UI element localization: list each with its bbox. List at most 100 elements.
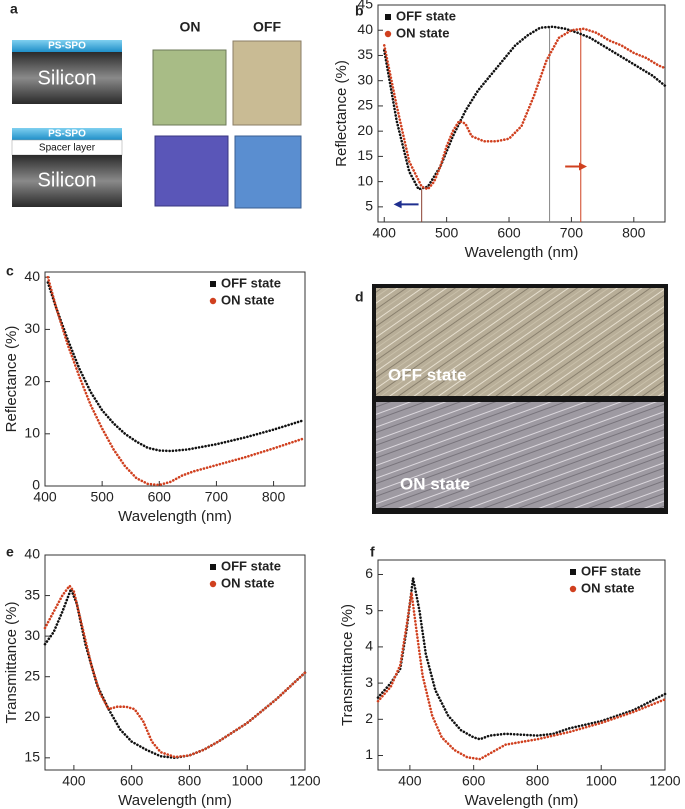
- legend-label: ON state: [396, 25, 449, 40]
- y-tick-label: 2: [365, 710, 373, 726]
- y-tick-label: 40: [24, 546, 40, 562]
- x-axis-title: Wavelength (nm): [465, 792, 579, 809]
- legend-label: OFF state: [581, 563, 641, 578]
- panel-label: c: [6, 263, 14, 279]
- layer-label: PS-SPO: [48, 129, 86, 140]
- arrow-head: [393, 200, 402, 209]
- legend-label: ON state: [221, 575, 274, 590]
- y-axis-title: Transmittance (%): [3, 602, 20, 724]
- x-tick-label: 400: [33, 489, 57, 505]
- x-tick-label: 800: [262, 489, 286, 505]
- column-label: OFF: [253, 19, 281, 35]
- x-tick-label: 500: [435, 225, 459, 241]
- data-line: [376, 577, 667, 741]
- panel-label: a: [10, 1, 18, 17]
- x-tick-label: 1200: [289, 773, 320, 789]
- x-tick-label: 1000: [586, 773, 617, 789]
- y-tick-label: 35: [357, 46, 373, 62]
- data-line: [382, 27, 667, 191]
- y-tick-label: 20: [357, 122, 373, 138]
- y-axis-title: Reflectance (%): [3, 326, 20, 433]
- x-tick-label: 1000: [232, 773, 263, 789]
- plot-frame: [377, 4, 666, 223]
- x-axis-title: Wavelength (nm): [118, 792, 232, 809]
- layer: [12, 155, 122, 207]
- x-tick-label: 600: [497, 225, 521, 241]
- y-tick-label: 5: [365, 601, 373, 617]
- y-tick-label: 30: [24, 320, 40, 336]
- data-line: [43, 585, 307, 760]
- chart-panel: c 400 500 600 700 800 0 10 20 30 40 Wavelength (nm)…: [3, 263, 306, 525]
- legend-label: ON state: [221, 292, 274, 307]
- legend-marker: [209, 297, 217, 305]
- y-tick-label: 15: [24, 749, 40, 765]
- y-tick-label: 3: [365, 674, 373, 690]
- data-line: [43, 583, 307, 759]
- legend-label: OFF state: [221, 558, 281, 573]
- x-tick-label: 600: [462, 773, 486, 789]
- y-axis-title: Reflectance (%): [333, 60, 350, 167]
- legend-label: OFF state: [396, 8, 456, 23]
- sample-photo: [154, 135, 229, 207]
- x-tick-label: 600: [148, 489, 172, 505]
- column-label: ON: [180, 19, 201, 35]
- data-line: [382, 25, 667, 191]
- y-tick-label: 4: [365, 638, 373, 654]
- y-tick-label: 0: [32, 477, 40, 493]
- photo-label: OFF state: [388, 365, 466, 384]
- legend-label: OFF state: [221, 275, 281, 290]
- legend-label: ON state: [581, 580, 634, 595]
- x-tick-label: 400: [398, 773, 422, 789]
- photo: [376, 402, 664, 508]
- layer-label: Spacer layer: [39, 143, 96, 154]
- x-tick-label: 400: [373, 225, 397, 241]
- y-axis-title: Transmittance (%): [339, 604, 356, 726]
- legend-marker: [210, 564, 216, 570]
- x-tick-label: 800: [178, 773, 202, 789]
- layer-label: Silicon: [38, 67, 97, 89]
- y-tick-label: 15: [357, 147, 373, 163]
- panel-d: d OFF state ON state: [355, 284, 668, 514]
- y-tick-label: 40: [24, 268, 40, 284]
- x-axis-title: Wavelength (nm): [118, 508, 232, 525]
- x-tick-label: 600: [120, 773, 144, 789]
- legend-marker: [569, 585, 577, 593]
- plot-frame: [44, 271, 306, 487]
- photo-label: ON state: [400, 474, 470, 493]
- legend-marker: [385, 14, 391, 20]
- x-tick-label: 400: [62, 773, 86, 789]
- y-tick-label: 6: [365, 565, 373, 581]
- legend-marker: [570, 569, 576, 575]
- legend-marker: [384, 30, 392, 38]
- panel-label: f: [370, 544, 375, 560]
- legend-marker: [210, 281, 216, 287]
- panel-a: a PS-SPO Silicon PS-SPO Spacer layer Sil…: [10, 1, 302, 209]
- y-tick-label: 20: [24, 372, 40, 388]
- data-line: [46, 275, 304, 487]
- y-tick-label: 1: [365, 746, 373, 762]
- sample-photo: [234, 135, 302, 209]
- layer-label: PS-SPO: [48, 41, 86, 52]
- y-tick-label: 25: [357, 97, 373, 113]
- data-line: [46, 281, 304, 453]
- layer: [12, 128, 122, 140]
- arrow-head: [579, 162, 588, 171]
- y-tick-label: 25: [24, 667, 40, 683]
- y-tick-label: 20: [24, 708, 40, 724]
- y-tick-label: 40: [357, 21, 373, 37]
- layer: [12, 40, 122, 52]
- x-tick-label: 500: [90, 489, 114, 505]
- panel-label: e: [6, 544, 14, 560]
- sample-photo: [232, 40, 302, 126]
- y-tick-label: 45: [357, 0, 373, 12]
- panel-label: d: [355, 289, 364, 305]
- x-axis-title: Wavelength (nm): [465, 244, 579, 261]
- photo: [376, 288, 664, 396]
- layer-label: Silicon: [38, 169, 97, 191]
- plot-frame: [377, 559, 666, 771]
- x-tick-label: 800: [526, 773, 550, 789]
- chart-panel: f 400 600 800 1000 1200 1 2 3 4 5 6 Wavelength (nm) T…: [339, 544, 681, 809]
- y-tick-label: 10: [24, 425, 40, 441]
- y-tick-label: 35: [24, 586, 40, 602]
